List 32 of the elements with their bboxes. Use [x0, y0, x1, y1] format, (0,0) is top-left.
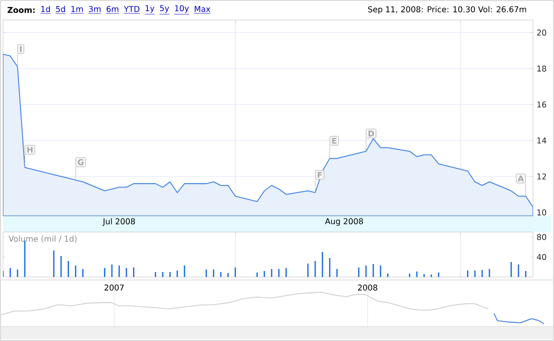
y-tick-label: 20 [537, 30, 546, 36]
annotation: I [20, 46, 22, 52]
y-axis-title: Volume (mil / 1d) [8, 236, 77, 243]
x-tick-label: Aug 2008 [325, 218, 363, 226]
text: 6m [106, 6, 118, 12]
text: 1y [146, 5, 154, 13]
x-tick-label: 2008 [358, 284, 378, 291]
y-tick-label: 12 [537, 173, 546, 180]
y-tick-label: 18 [537, 66, 546, 72]
text: YTD [124, 6, 140, 12]
y-tick-label: 80 [537, 234, 546, 240]
annotation: D [368, 130, 374, 136]
text: Sep 11, 2008: Price: 10.30 Vol: 26.67m [368, 6, 526, 14]
annotation: G [78, 159, 84, 166]
text: 5d [56, 6, 65, 12]
y-tick-label: 40 [536, 254, 546, 260]
y-tick-label: 14 [537, 138, 546, 144]
text: Max [194, 6, 210, 12]
annotation: A [518, 176, 524, 182]
text: 5y [160, 5, 170, 13]
annotation: E [332, 138, 336, 144]
text: 3m [88, 6, 101, 12]
y-tick-label: 10 [537, 209, 546, 216]
x-tick-label: 2007 [104, 284, 124, 291]
annotation: H [27, 146, 33, 153]
y-tick-label: 16 [537, 101, 546, 108]
annotation: F [318, 172, 322, 178]
x-tick-label: Jul 2008 [102, 218, 135, 226]
text: 10y [175, 5, 189, 13]
text: 1d [41, 6, 50, 12]
text: Zoom: [8, 7, 35, 13]
text: 1m [71, 6, 83, 12]
